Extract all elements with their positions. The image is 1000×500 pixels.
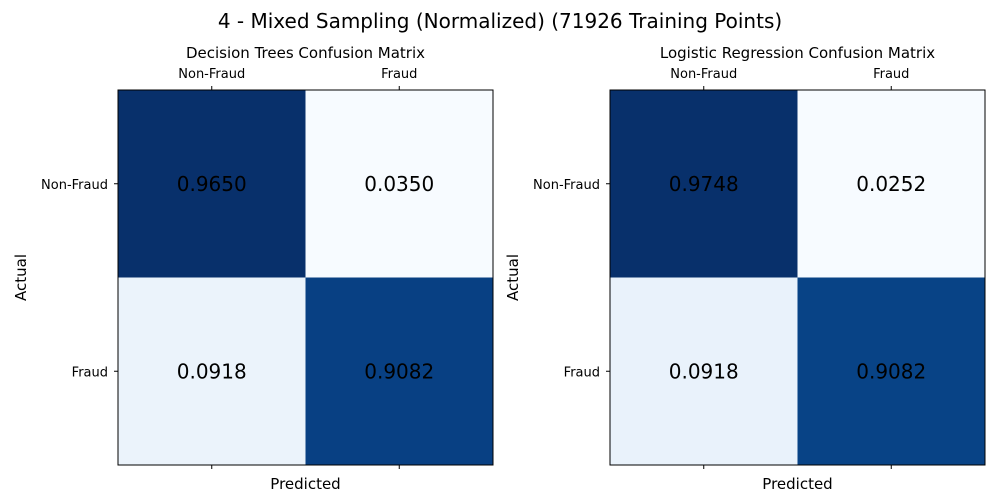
x-tick-label: Fraud xyxy=(381,67,417,82)
x-tick-label: Fraud xyxy=(873,67,909,82)
x-tick-label: Non-Fraud xyxy=(178,67,245,82)
y-tick-label: Non-Fraud xyxy=(41,178,108,193)
x-tick-label: Non-Fraud xyxy=(670,67,737,82)
cell-value-label: 0.9748 xyxy=(669,172,739,196)
cell-value-label: 0.0252 xyxy=(856,172,926,196)
heatmap-cell-r0-c1 xyxy=(305,90,493,278)
confusion-matrix-1: 0.9650 0.0350 0.0918 0.9082 Non-Fraud Fraud No… xyxy=(12,44,494,493)
y-tick-label: Fraud xyxy=(564,365,600,380)
charts: 0.9650 0.0350 0.0918 0.9082 Non-Fraud Fraud No… xyxy=(12,44,986,493)
x-axis-label: Predicted xyxy=(762,475,832,493)
y-axis-label: Actual xyxy=(504,254,522,301)
y-tick-label: Non-Fraud xyxy=(533,178,600,193)
chart-title: Logistic Regression Confusion Matrix xyxy=(660,44,935,62)
cell-value-label: 0.9650 xyxy=(177,172,247,196)
cell-value-label: 0.0918 xyxy=(177,359,247,383)
plot-frame xyxy=(609,89,986,466)
cell-value-label: 0.9082 xyxy=(856,359,926,383)
y-axis-label: Actual xyxy=(12,254,30,301)
heatmap-cell-r1-c0 xyxy=(118,277,306,465)
cell-value-label: 0.0918 xyxy=(669,359,739,383)
x-axis-label: Predicted xyxy=(270,475,340,493)
cell-value-label: 0.9082 xyxy=(364,359,434,383)
heatmap-cell-r0-c1 xyxy=(797,90,985,278)
chart-title: Decision Trees Confusion Matrix xyxy=(186,44,425,62)
cell-value-label: 0.0350 xyxy=(364,172,434,196)
plot-frame xyxy=(117,89,494,466)
heatmap-cell-r1-c1 xyxy=(797,277,985,465)
figure-title: 4 - Mixed Sampling (Normalized) (71926 T… xyxy=(218,9,782,33)
heatmap-cell-r1-c1 xyxy=(305,277,493,465)
heatmap-cell-r0-c0 xyxy=(118,90,306,278)
confusion-matrix-2: 0.9748 0.0252 0.0918 0.9082 Non-Fraud Fraud No… xyxy=(504,44,986,493)
heatmap-cell-r1-c0 xyxy=(610,277,798,465)
heatmap-cell-r0-c0 xyxy=(610,90,798,278)
y-tick-label: Fraud xyxy=(72,365,108,380)
